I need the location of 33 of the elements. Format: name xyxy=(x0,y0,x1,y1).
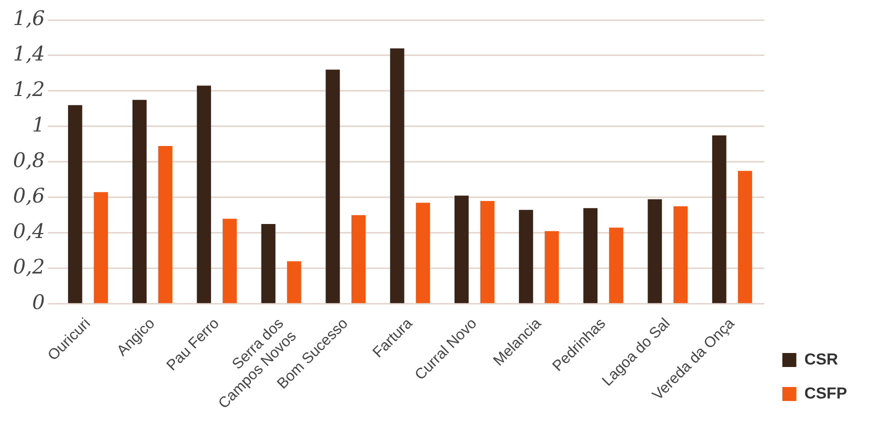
bar xyxy=(94,192,108,304)
y-tick-label: 0 xyxy=(32,290,46,314)
bar xyxy=(712,135,726,304)
legend-label: CSR xyxy=(804,351,839,368)
bar xyxy=(222,218,237,304)
bar xyxy=(674,206,688,304)
y-tick-label: 0,8 xyxy=(12,148,45,172)
bar xyxy=(518,210,534,304)
bar xyxy=(583,208,598,304)
bar xyxy=(351,215,366,304)
y-tick-label: 1 xyxy=(32,112,45,137)
bar xyxy=(287,261,302,304)
y-tick-label: 1,6 xyxy=(12,6,46,30)
y-tick-label: 0,4 xyxy=(12,219,45,244)
bar xyxy=(390,48,404,304)
y-tick-label: 1,2 xyxy=(12,77,45,102)
bar xyxy=(544,231,559,304)
y-tick-label: 0,2 xyxy=(12,254,45,279)
bar xyxy=(196,86,212,304)
bar xyxy=(648,199,662,304)
bar xyxy=(738,170,752,304)
legend-label: CSFP xyxy=(804,385,848,402)
y-tick-label: 0,6 xyxy=(12,184,46,208)
bar xyxy=(609,228,624,304)
bar xyxy=(480,200,494,304)
bar xyxy=(132,100,147,304)
bar xyxy=(416,202,430,304)
bar xyxy=(326,70,340,304)
bar xyxy=(261,224,276,304)
y-tick-label: 1,4 xyxy=(12,42,45,66)
bar xyxy=(158,146,172,304)
bar xyxy=(454,196,469,304)
bar xyxy=(68,105,82,304)
